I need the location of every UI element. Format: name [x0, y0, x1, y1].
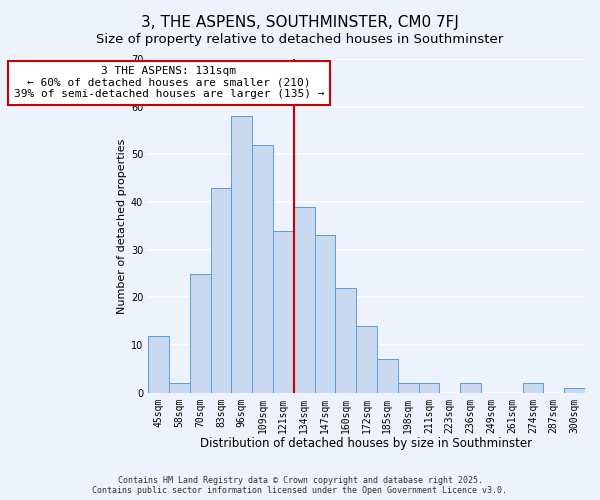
Bar	[148, 336, 169, 392]
Bar	[419, 383, 439, 392]
Bar	[398, 383, 419, 392]
Y-axis label: Number of detached properties: Number of detached properties	[117, 138, 127, 314]
Bar	[232, 116, 252, 392]
Bar	[314, 236, 335, 392]
Bar	[377, 360, 398, 392]
Bar	[190, 274, 211, 392]
X-axis label: Distribution of detached houses by size in Southminster: Distribution of detached houses by size …	[200, 437, 533, 450]
Bar	[294, 207, 314, 392]
Bar	[356, 326, 377, 392]
Bar	[335, 288, 356, 393]
Bar	[523, 383, 544, 392]
Bar	[460, 383, 481, 392]
Bar	[169, 383, 190, 392]
Text: 3 THE ASPENS: 131sqm
← 60% of detached houses are smaller (210)
39% of semi-deta: 3 THE ASPENS: 131sqm ← 60% of detached h…	[14, 66, 324, 100]
Bar	[564, 388, 585, 392]
Bar	[252, 145, 273, 392]
Text: Size of property relative to detached houses in Southminster: Size of property relative to detached ho…	[97, 32, 503, 46]
Bar	[211, 188, 232, 392]
Text: Contains HM Land Registry data © Crown copyright and database right 2025.
Contai: Contains HM Land Registry data © Crown c…	[92, 476, 508, 495]
Text: 3, THE ASPENS, SOUTHMINSTER, CM0 7FJ: 3, THE ASPENS, SOUTHMINSTER, CM0 7FJ	[141, 15, 459, 30]
Bar	[273, 230, 294, 392]
